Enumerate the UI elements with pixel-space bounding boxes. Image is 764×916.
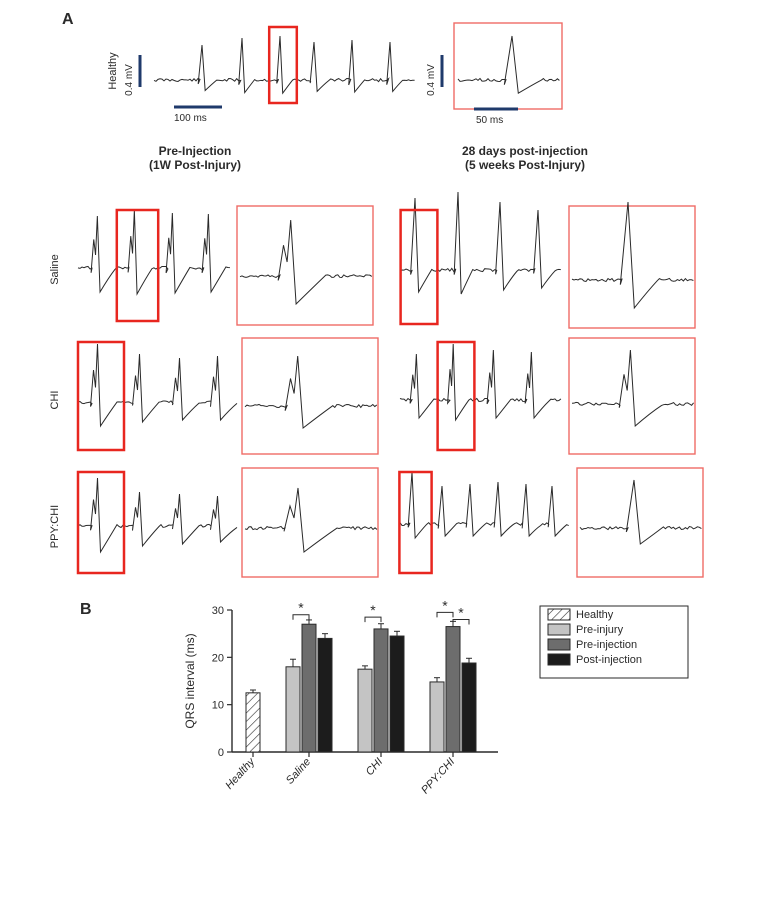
svg-text:Saline: Saline [49,254,61,285]
svg-text:PPY:CHI: PPY:CHI [49,505,61,548]
svg-text:(1W Post-Injury): (1W Post-Injury) [149,158,241,172]
svg-text:CHI: CHI [364,756,386,778]
svg-text:*: * [370,602,376,618]
svg-text:*: * [298,600,304,616]
svg-text:Pre-injury: Pre-injury [576,624,624,636]
svg-text:Saline: Saline [284,756,313,787]
svg-text:0: 0 [218,747,224,759]
svg-text:*: * [458,604,464,620]
svg-text:10: 10 [212,700,224,712]
svg-text:Post-injection: Post-injection [576,654,642,666]
svg-text:28 days post-injection: 28 days post-injection [462,144,588,158]
svg-text:A: A [62,11,74,28]
svg-text:Healthy: Healthy [107,52,119,90]
svg-text:Pre-Injection: Pre-Injection [159,144,232,158]
svg-text:(5 weeks Post-Injury): (5 weeks Post-Injury) [465,158,585,172]
svg-text:0.4 mV: 0.4 mV [124,64,135,96]
svg-text:QRS interval (ms): QRS interval (ms) [183,633,197,728]
svg-text:*: * [442,597,448,613]
svg-text:20: 20 [212,652,224,664]
svg-text:50 ms: 50 ms [476,115,503,126]
svg-text:Pre-injection: Pre-injection [576,639,637,651]
figure-svg: A 0.4 mV Healthy 100 ms 0.4 mV 50 ms Pre-Injec… [0,0,764,916]
svg-text:Healthy: Healthy [223,755,258,792]
svg-text:PPY:CHI: PPY:CHI [419,756,457,796]
svg-text:Healthy: Healthy [576,609,614,621]
svg-text:CHI: CHI [49,391,61,410]
svg-text:30: 30 [212,605,224,617]
svg-text:100 ms: 100 ms [174,113,207,124]
svg-text:0.4 mV: 0.4 mV [426,64,437,96]
svg-text:B: B [80,601,92,618]
